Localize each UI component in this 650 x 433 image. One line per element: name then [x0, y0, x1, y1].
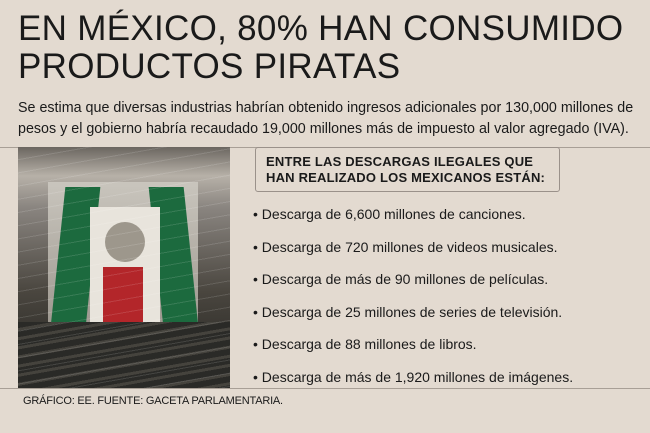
headline: EN MÉXICO, 80% HAN CONSUMIDO PRODUCTOS P… [18, 9, 624, 86]
source-credit: GRÁFICO: EE. FUENTE: GACETA PARLAMENTARI… [23, 395, 283, 407]
box-line-2: HAN REALIZADO LOS MEXICANOS ESTÁN: [266, 170, 546, 185]
downloads-heading-box: ENTRE LAS DESCARGAS ILEGALES QUE HAN REA… [255, 147, 560, 192]
list-item: Descarga de más de 90 millones de pelícu… [253, 268, 573, 301]
list-item: Descarga de 6,600 millones de canciones. [253, 203, 573, 236]
list-item: Descarga de 25 millones de series de tel… [253, 301, 573, 334]
box-line-1: ENTRE LAS DESCARGAS ILEGALES QUE [266, 154, 534, 169]
list-item: Descarga de 720 millones de videos music… [253, 236, 573, 269]
downloads-list: Descarga de 6,600 millones de canciones.… [253, 203, 573, 398]
lead-paragraph: Se estima que diversas industrias habría… [18, 100, 634, 137]
chamber-of-deputies-photo [18, 147, 230, 388]
list-item: Descarga de más de 1,920 millones de imá… [253, 366, 573, 399]
list-item: Descarga de 88 millones de libros. [253, 333, 573, 366]
